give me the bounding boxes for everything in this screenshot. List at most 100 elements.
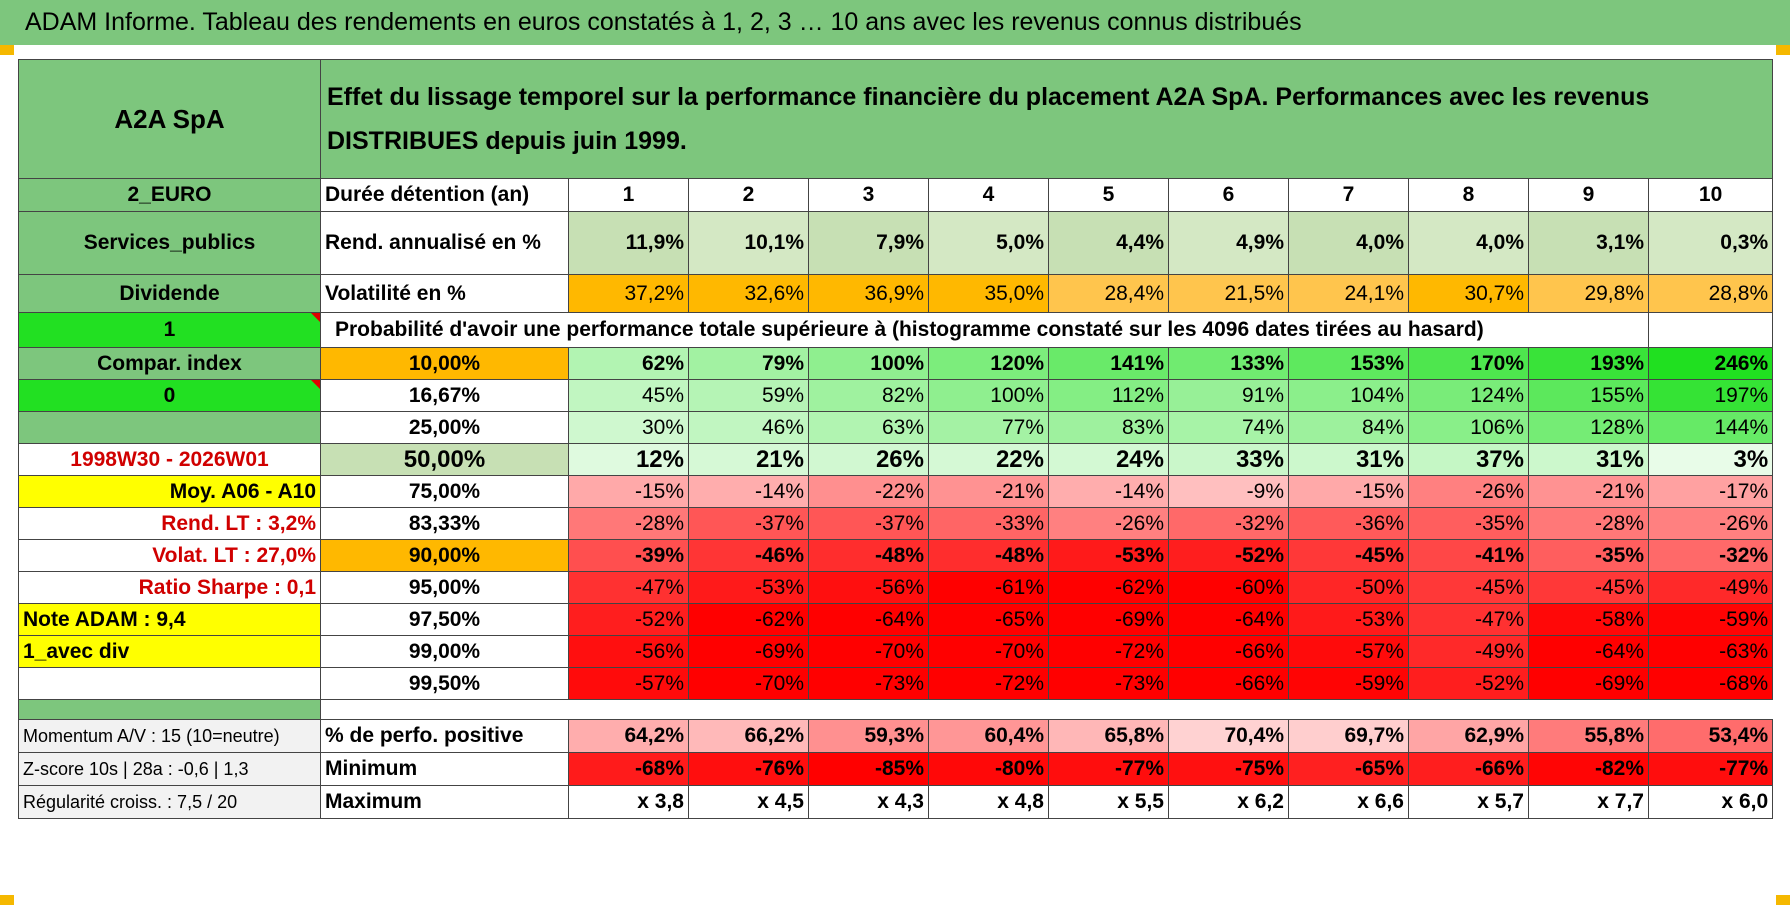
stat-left-label: Régularité croiss. : 7,5 / 20	[18, 785, 321, 819]
stat-value: -68%	[568, 752, 689, 786]
percentile-value: 128%	[1528, 411, 1649, 444]
left-label-cell: Compar. index	[18, 347, 321, 380]
left-label-cell: 1998W30 - 2026W01	[18, 443, 321, 476]
percentile-value: -57%	[568, 667, 689, 700]
left-label-cell: Ratio Sharpe : 0,1	[18, 571, 321, 604]
percentile-value: 100%	[928, 379, 1049, 412]
percentile-value: -32%	[1647, 539, 1774, 572]
percentile-value: -64%	[1528, 635, 1649, 668]
percentile-label: 90,00%	[320, 539, 569, 572]
percentile-value: 12%	[568, 443, 689, 476]
volat-cell: 30,7%	[1408, 274, 1529, 313]
percentile-value: -37%	[808, 507, 929, 540]
percentile-value: -69%	[1048, 603, 1169, 636]
percentile-value: -33%	[928, 507, 1049, 540]
percentile-value: -72%	[928, 667, 1049, 700]
percentile-value: -48%	[928, 539, 1049, 572]
percentile-value: -46%	[688, 539, 809, 572]
volat-cell: 35,0%	[928, 274, 1049, 313]
percentile-value: -49%	[1647, 571, 1774, 604]
percentile-label: 99,00%	[320, 635, 569, 668]
stat-row-label: Maximum	[320, 785, 569, 819]
stat-value: x 6,2	[1168, 785, 1289, 819]
percentile-value: -49%	[1408, 635, 1529, 668]
percentile-value: -26%	[1408, 475, 1529, 508]
percentile-value: -70%	[688, 667, 809, 700]
percentile-value: 46%	[688, 411, 809, 444]
volat-cell: 24,1%	[1288, 274, 1409, 313]
left-label-cell: Note ADAM : 9,4	[18, 603, 321, 636]
percentile-row: 1_avec div 99,00% -56% -69% -70% -70% -72% -66%…	[18, 635, 1774, 668]
percentile-value: -63%	[1647, 635, 1774, 668]
rend-cell: 4,4%	[1048, 211, 1169, 275]
percentile-value: -53%	[1288, 603, 1409, 636]
corner-marker	[0, 45, 14, 55]
percentile-label: 83,33%	[320, 507, 569, 540]
report-title: ADAM Informe. Tableau des rendements en …	[0, 0, 1790, 45]
percentile-value: -59%	[1647, 603, 1774, 636]
percentile-value: -52%	[1408, 667, 1529, 700]
percentile-value: -73%	[808, 667, 929, 700]
performance-table: A2A SpA Effet du lissage temporel sur la…	[18, 59, 1774, 819]
volat-cell: 37,2%	[568, 274, 689, 313]
left-label-cell	[18, 411, 321, 444]
percentile-value: -15%	[568, 475, 689, 508]
percentile-value: 77%	[928, 411, 1049, 444]
percentile-value: -73%	[1048, 667, 1169, 700]
percentile-value: 104%	[1288, 379, 1409, 412]
percentile-label: 99,50%	[320, 667, 569, 700]
stat-value: -82%	[1528, 752, 1649, 786]
stat-value: x 5,5	[1048, 785, 1169, 819]
percentile-value: -45%	[1408, 571, 1529, 604]
percentile-row: 0 16,67% 45% 59% 82% 100% 112% 91% 104% 124% 155% 1…	[18, 379, 1774, 412]
left-label-cell: 1_avec div	[18, 635, 321, 668]
percentile-value: -35%	[1408, 507, 1529, 540]
percentile-value: -35%	[1528, 539, 1649, 572]
percentile-label: 16,67%	[320, 379, 569, 412]
volat-cell: 28,8%	[1647, 274, 1774, 313]
stat-value: -80%	[928, 752, 1049, 786]
rend-cell: 0,3%	[1647, 211, 1774, 275]
rend-cell: 11,9%	[568, 211, 689, 275]
stat-row: Régularité croiss. : 7,5 / 20 Maximum x 3,…	[18, 785, 1774, 819]
percentile-value: -28%	[1528, 507, 1649, 540]
stat-value: x 7,7	[1528, 785, 1649, 819]
stat-value: 60,4%	[928, 719, 1049, 753]
percentile-row: Volat. LT : 27,0% 90,00% -39% -46% -48% -48% -…	[18, 539, 1774, 572]
percentile-value: 63%	[808, 411, 929, 444]
stat-value: -76%	[688, 752, 809, 786]
currency-label: 2_EURO	[18, 178, 321, 212]
stat-left-label: Momentum A/V : 15 (10=neutre)	[18, 719, 321, 753]
volat-label: Volatilité en %	[320, 274, 569, 313]
stat-value: -65%	[1288, 752, 1409, 786]
rend-cell: 7,9%	[808, 211, 929, 275]
percentile-value: -26%	[1048, 507, 1169, 540]
spacer-cell	[320, 699, 1773, 720]
percentile-value: -28%	[568, 507, 689, 540]
percentile-value: 62%	[568, 347, 689, 380]
percentile-value: -41%	[1408, 539, 1529, 572]
flag1-cell: 1	[18, 312, 321, 348]
percentile-label: 95,00%	[320, 571, 569, 604]
rend-cell: 4,9%	[1168, 211, 1289, 275]
rend-cell: 5,0%	[928, 211, 1049, 275]
stat-value: -66%	[1408, 752, 1529, 786]
percentile-value: -48%	[808, 539, 929, 572]
year-header: 8	[1408, 178, 1529, 212]
table-description: Effet du lissage temporel sur la perform…	[319, 59, 1774, 179]
percentile-value: -52%	[568, 603, 689, 636]
percentile-label: 50,00%	[320, 443, 569, 476]
year-header: 2	[688, 178, 809, 212]
percentile-value: -32%	[1168, 507, 1289, 540]
stat-value: -77%	[1048, 752, 1169, 786]
percentile-value: -66%	[1168, 667, 1289, 700]
year-header: 6	[1168, 178, 1289, 212]
percentile-value: -58%	[1528, 603, 1649, 636]
percentile-row: Moy. A06 - A10 75,00% -15% -14% -22% -21% -14%…	[18, 475, 1774, 508]
year-header: 3	[808, 178, 929, 212]
percentile-value: 112%	[1048, 379, 1169, 412]
rend-cell: 3,1%	[1528, 211, 1649, 275]
stat-row: Z-score 10s | 28a : -0,6 | 1,3 Minimum -68…	[18, 752, 1774, 786]
percentile-value: -61%	[928, 571, 1049, 604]
corner-marker	[1776, 45, 1790, 55]
